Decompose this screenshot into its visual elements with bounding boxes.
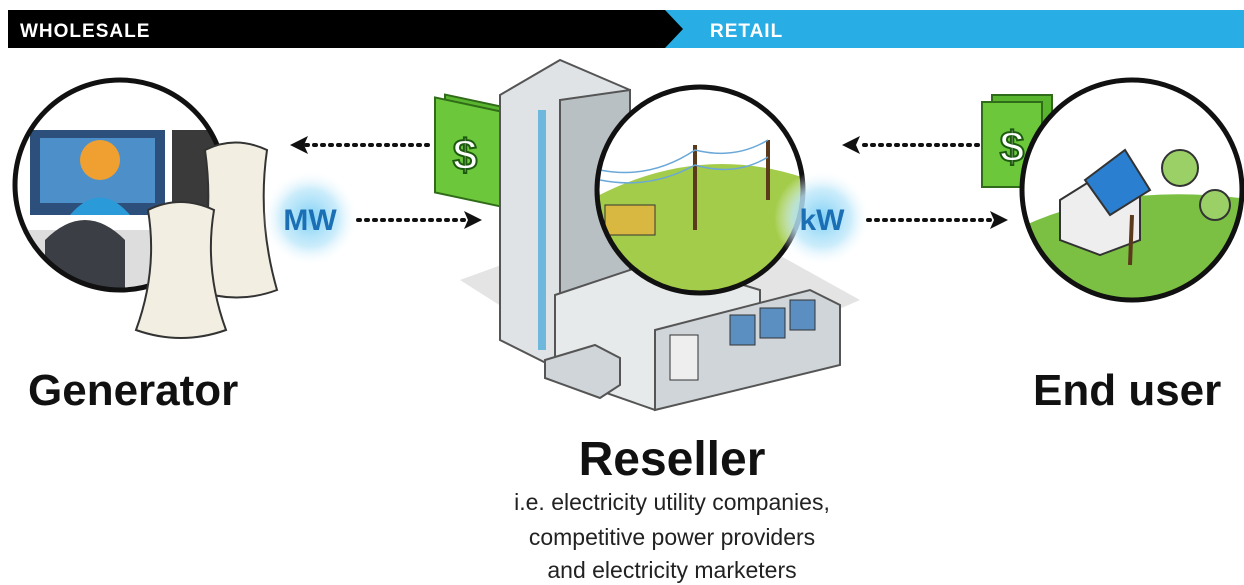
generator-label: Generator (28, 366, 238, 415)
generator-illustration (12, 77, 279, 339)
dollar-sign: $ (453, 131, 477, 180)
reseller-description: i.e. electricity utility companies, (514, 489, 830, 515)
wholesale-label: WHOLESALE (20, 21, 150, 42)
kw-label: kW (800, 204, 846, 237)
reseller-description: and electricity marketers (547, 557, 796, 583)
kw-glow (774, 170, 870, 266)
reseller-description: competitive power providers (529, 524, 815, 550)
mw-label: MW (283, 204, 337, 237)
reseller-building (460, 58, 860, 412)
arrowhead (464, 211, 482, 229)
dollar-sign: $ (1000, 123, 1024, 172)
mw-glow (262, 170, 358, 266)
arrowhead (842, 136, 860, 154)
end-user-illustration (1019, 77, 1244, 303)
reseller-label: Reseller (579, 433, 766, 486)
end-user-label: End user (1033, 366, 1221, 415)
retail-label: RETAIL (710, 21, 783, 42)
arrowhead (990, 211, 1008, 229)
money-icon (434, 93, 511, 208)
grid-illustration (594, 84, 806, 296)
wholesale-bar (8, 10, 683, 48)
arrowhead (290, 136, 308, 154)
